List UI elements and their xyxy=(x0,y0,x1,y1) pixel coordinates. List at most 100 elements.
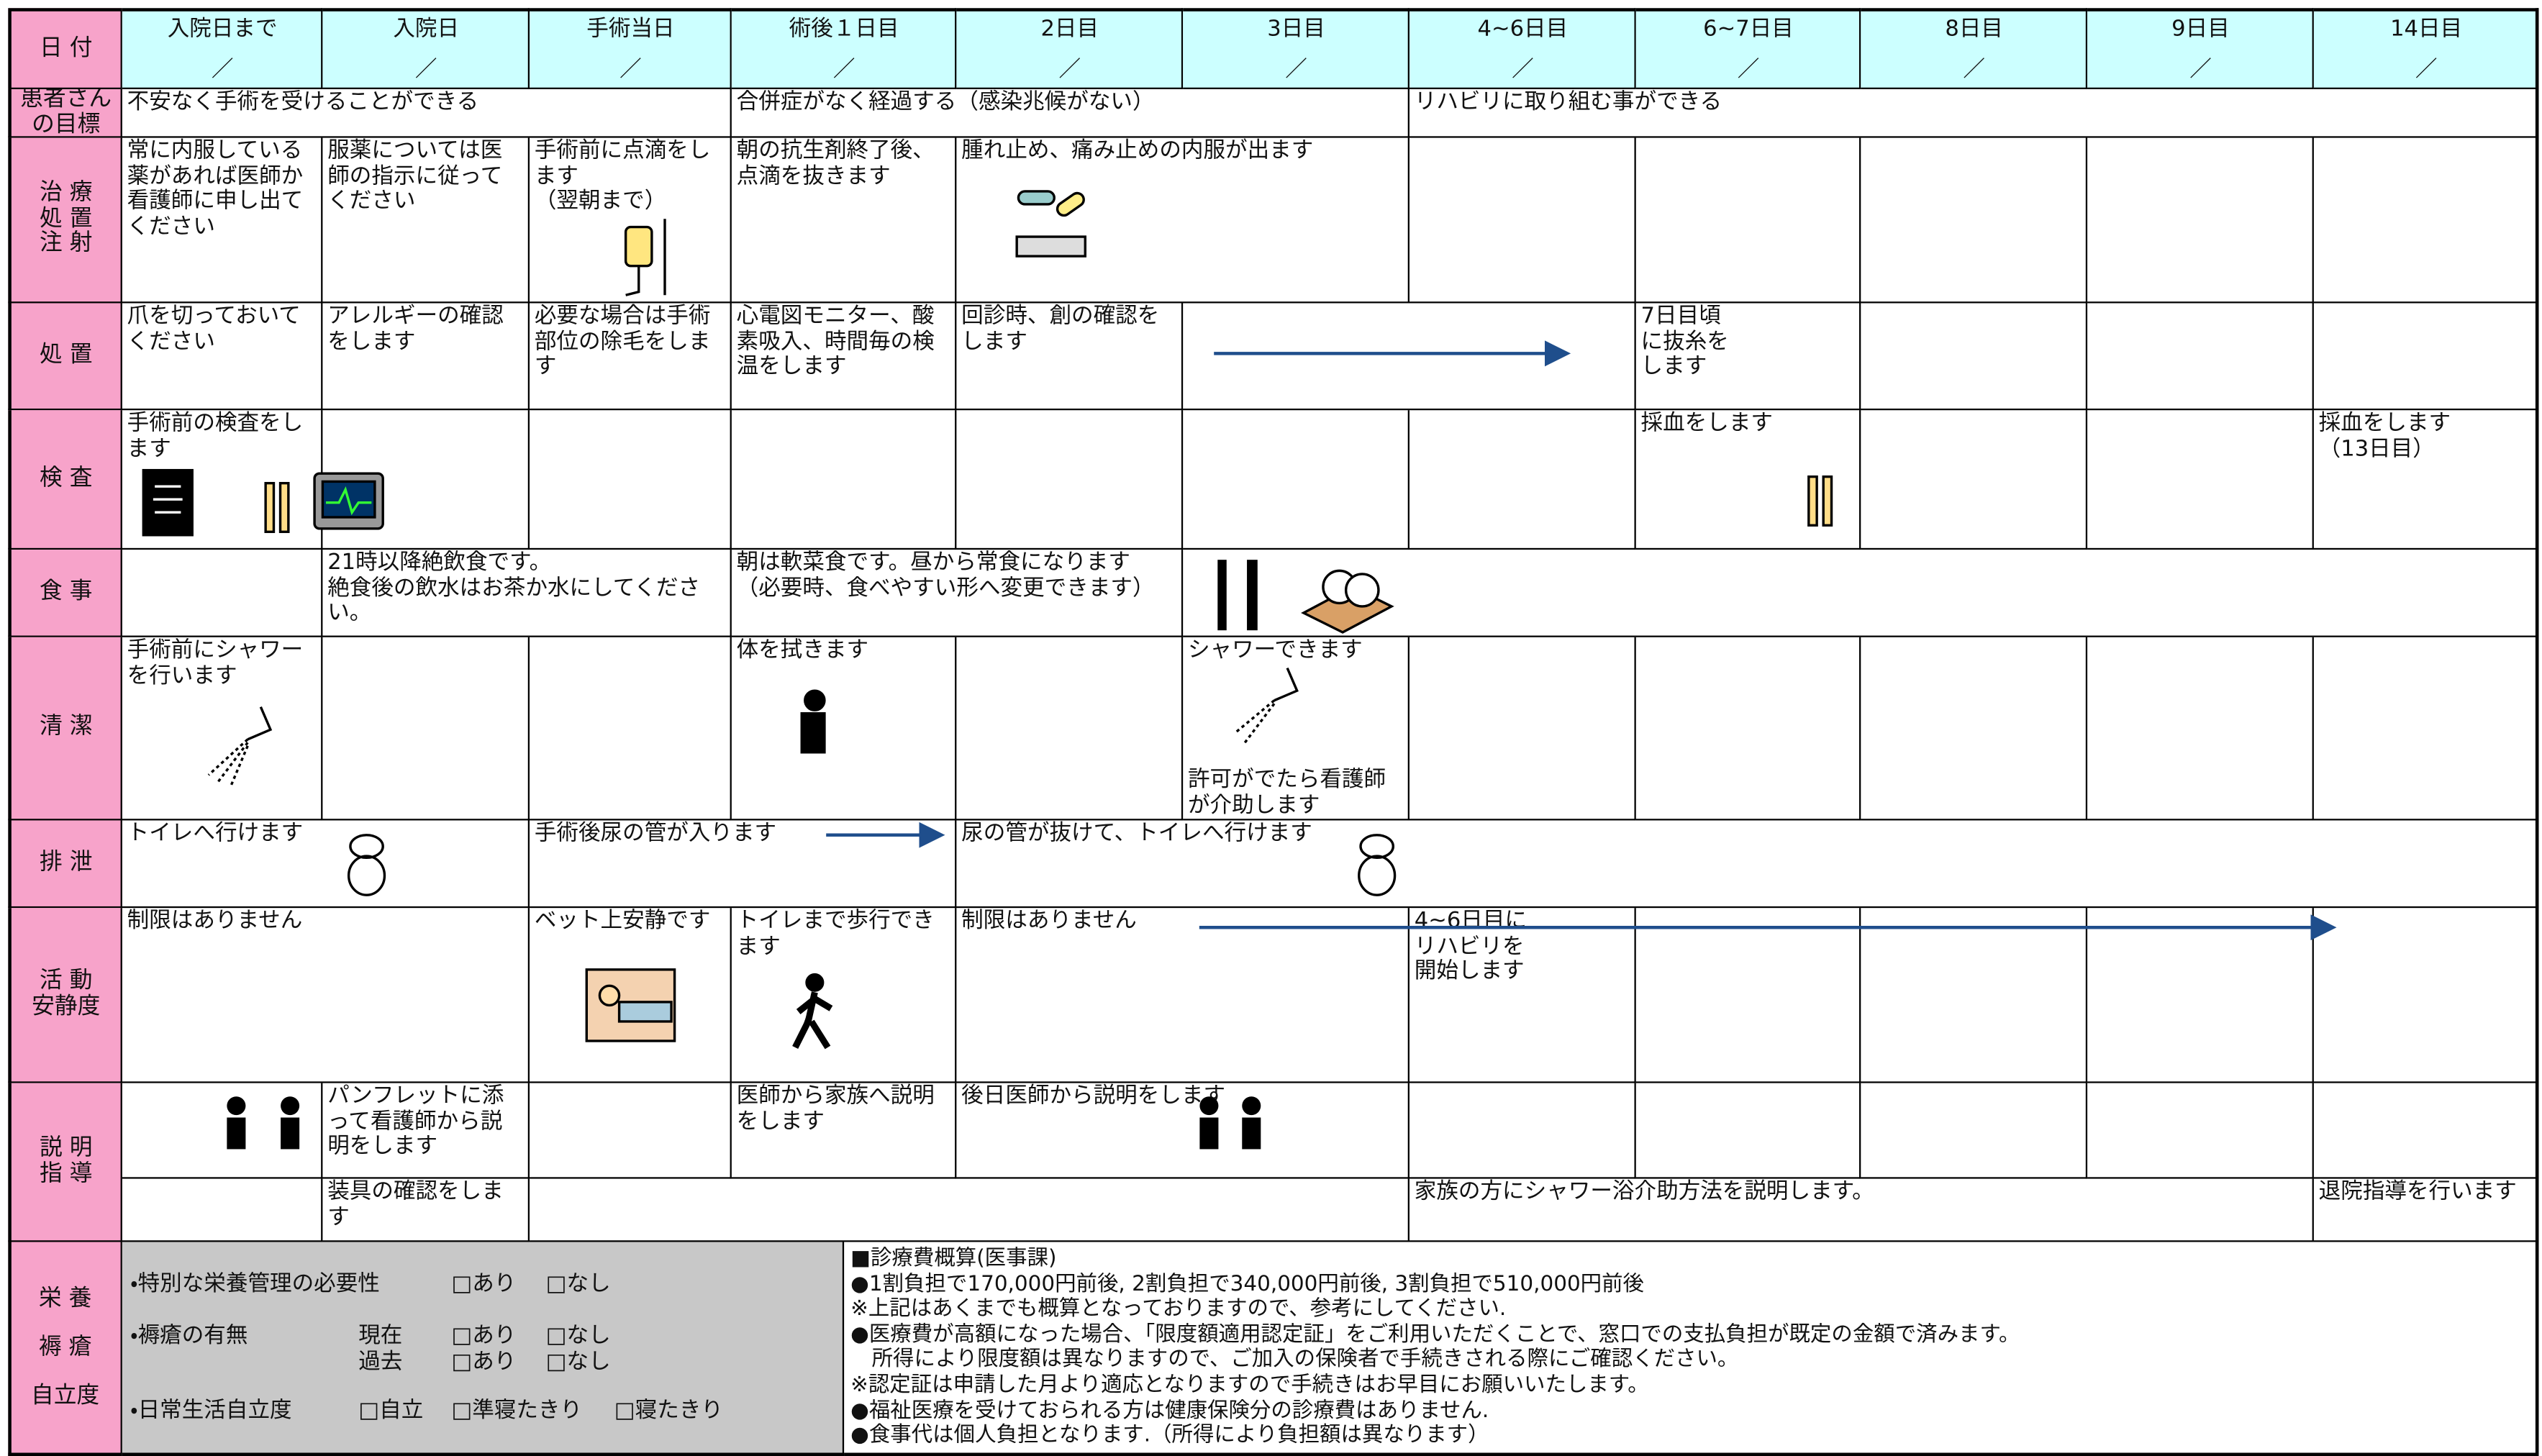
cell xyxy=(2087,637,2314,821)
date-slash: ／ xyxy=(619,56,642,83)
date-header xyxy=(122,8,323,89)
cell xyxy=(731,410,957,550)
cell xyxy=(530,637,732,821)
checkbox-option: □準寝たきり xyxy=(451,1397,583,1424)
date-header xyxy=(322,8,530,89)
cell: 家族の方にシャワー浴介助方法を説明します。 xyxy=(1409,1178,2314,1242)
cell: トイレへ行けます xyxy=(122,820,530,909)
checkbox-option: □なし xyxy=(545,1349,611,1375)
date-header xyxy=(2313,8,2539,89)
date-title: 6~7日目 xyxy=(1703,16,1794,42)
date-slash: ／ xyxy=(211,56,234,83)
date-title: 手術当日 xyxy=(586,16,675,42)
cell xyxy=(322,637,530,821)
note-line: ※上記はあくまでも概算となっておりますので、参考にしてください. xyxy=(850,1297,1507,1322)
date-title: 2日目 xyxy=(1040,16,1099,42)
date-slash: ／ xyxy=(1285,56,1307,83)
cell: 制限はありません xyxy=(122,908,530,1083)
cell xyxy=(1183,303,1636,411)
cell: 採血をします xyxy=(1635,410,1861,550)
cell xyxy=(1409,637,1636,821)
cell: 腫れ止め、痛み止めの内服が出ます xyxy=(956,137,1410,304)
date-header xyxy=(530,8,732,89)
cell: 後日医師から説明をします xyxy=(956,1083,1410,1179)
checkbox-option: □あり xyxy=(451,1323,517,1350)
cell: トイレまで歩行できます xyxy=(731,908,957,1083)
date-title: 14日目 xyxy=(2390,16,2463,42)
cell xyxy=(1635,1083,1861,1179)
cell: 服薬については医師の指示に従ってください xyxy=(322,137,530,304)
cell xyxy=(2087,908,2314,1083)
date-header xyxy=(1635,8,1861,89)
checkbox-option: □なし xyxy=(545,1271,611,1298)
cell: 朝は軟菜食です。昼から常食になります （必要時、食べやすい形へ変更できます） xyxy=(731,550,1184,637)
cell xyxy=(2087,410,2314,550)
checkbox-option: □あり xyxy=(451,1271,517,1298)
cell xyxy=(1861,908,2088,1083)
note-line: ●福祉医療を受けておられる方は健康保険分の診療費はありません. xyxy=(850,1398,1489,1424)
note-line: ●1割負担で170,000円前後, 2割負担で340,000円前後, 3割負担で… xyxy=(850,1272,1645,1297)
cell xyxy=(956,410,1184,550)
assessment-item: ・褥瘡の有無 xyxy=(130,1323,248,1350)
row-label: 治 療 処 置 注 射 xyxy=(8,137,122,304)
row-label-text: 褥 瘡 xyxy=(38,1334,92,1361)
row-label-text: 自立度 xyxy=(31,1383,100,1409)
date-slash: ／ xyxy=(1963,56,1985,83)
cell xyxy=(122,1083,323,1179)
cell xyxy=(2313,303,2539,411)
cell xyxy=(1409,1083,1636,1179)
cell: 退院指導を行います xyxy=(2313,1178,2539,1242)
cell xyxy=(530,1178,1410,1242)
frame-right xyxy=(2535,8,2539,1456)
cell: 爪を切っておいてください xyxy=(122,303,323,411)
date-title: 術後１日目 xyxy=(789,16,899,42)
cell xyxy=(1635,137,1861,304)
cell: 手術前にシャワーを行います xyxy=(122,637,323,821)
assessment-sub: 過去 xyxy=(358,1349,403,1375)
row-label: 排 泄 xyxy=(8,820,122,909)
cell xyxy=(1861,410,2088,550)
cell xyxy=(530,410,732,550)
date-header xyxy=(731,8,957,89)
row-label xyxy=(8,1242,122,1456)
checkbox-option: □寝たきり xyxy=(614,1397,723,1424)
cell: ベット上安静です xyxy=(530,908,732,1083)
cell xyxy=(1861,1083,2088,1179)
cell: 合併症がなく経過する（感染兆候がない） xyxy=(731,88,1410,138)
cell: パンフレットに添って看護師から説明をします xyxy=(322,1083,530,1179)
date-slash: ／ xyxy=(832,56,855,83)
row-label: 検 査 xyxy=(8,410,122,550)
date-title: 9日目 xyxy=(2171,16,2230,42)
checkbox-option: □なし xyxy=(545,1323,611,1350)
date-slash: ／ xyxy=(1058,56,1081,83)
cell: 採血をします （13日目） xyxy=(2313,410,2539,550)
assessment-sub: 現在 xyxy=(358,1323,403,1350)
cell xyxy=(2313,137,2539,304)
cell xyxy=(956,637,1184,821)
cell xyxy=(1635,637,1861,821)
cell: 制限はありません xyxy=(956,908,1410,1083)
note-line: ●医療費が高額になった場合、「限度額適用認定証」をご利用いただくことで、窓口での… xyxy=(850,1322,2020,1347)
cell xyxy=(1183,550,2539,637)
cell xyxy=(2087,303,2314,411)
cell xyxy=(1183,410,1410,550)
row-label: 説 明 指 導 xyxy=(8,1083,122,1242)
date-title: 入院日 xyxy=(393,16,460,42)
date-slash: ／ xyxy=(1512,56,1534,83)
cell: 朝の抗生剤終了後、点滴を抜きます xyxy=(731,137,957,304)
cell xyxy=(122,550,323,637)
cell xyxy=(1861,137,2088,304)
cell: 手術前に点滴をします （翌朝まで） xyxy=(530,137,732,304)
assessment-item: ・特別な栄養管理の必要性 xyxy=(130,1271,380,1298)
cell xyxy=(1635,908,1861,1083)
date-slash: ／ xyxy=(2415,56,2438,83)
note-line: ■診療費概算(医事課) xyxy=(850,1247,1057,1272)
row-label: 清 潔 xyxy=(8,637,122,821)
assessment-item: ・日常生活自立度 xyxy=(130,1397,292,1424)
assessment-box xyxy=(122,1242,845,1456)
cell-note: 許可がでたら看護師が介助します xyxy=(1187,767,1386,819)
date-header xyxy=(956,8,1184,89)
cell: 4~6日目に リハビリを 開始します xyxy=(1409,908,1636,1083)
date-header xyxy=(1183,8,1410,89)
